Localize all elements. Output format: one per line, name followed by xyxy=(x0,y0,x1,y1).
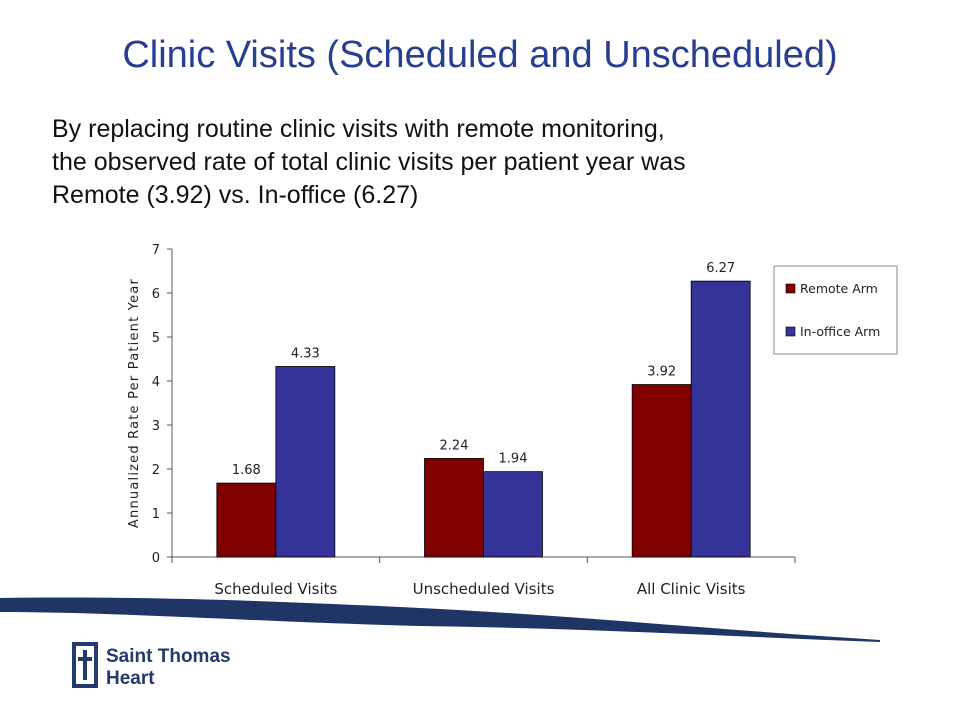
bar-in-office-arm xyxy=(483,471,543,558)
data-label: 2.24 xyxy=(440,438,469,453)
bar-remote-arm xyxy=(216,482,277,558)
slide-body-text: By replacing routine clinic visits with … xyxy=(52,113,932,212)
y-tick-label: 0 xyxy=(152,551,160,566)
y-tick-label: 5 xyxy=(152,331,160,346)
y-axis-title: Annualized Rate Per Patient Year xyxy=(127,278,142,528)
y-tick-label: 3 xyxy=(152,419,160,434)
y-tick-label: 2 xyxy=(152,463,160,478)
data-label: 6.27 xyxy=(706,261,735,276)
data-label: 3.92 xyxy=(647,365,676,380)
y-tick-label: 6 xyxy=(152,287,160,302)
x-category-label: Unscheduled Visits xyxy=(413,580,555,598)
swoosh-band-decoration xyxy=(0,597,880,642)
bar-remote-arm xyxy=(424,458,484,558)
legend-swatch xyxy=(785,326,796,337)
saint-thomas-heart-logo: Saint Thomas Heart xyxy=(72,642,231,689)
logo-text-line2: Heart xyxy=(106,668,155,689)
y-tick-label: 4 xyxy=(152,375,160,390)
x-category-label: All Clinic Visits xyxy=(637,580,746,598)
y-tick-label: 7 xyxy=(152,243,160,258)
logo-text-line1: Saint Thomas xyxy=(106,646,231,667)
body-line-1: By replacing routine clinic visits with … xyxy=(52,115,665,143)
bar-in-office-arm xyxy=(690,280,751,558)
y-tick-label: 1 xyxy=(152,507,160,522)
legend-label: In-office Arm xyxy=(800,324,880,339)
data-label: 1.94 xyxy=(499,452,528,467)
body-line-3: Remote (3.92) vs. In-office (6.27) xyxy=(52,181,419,209)
data-label: 4.33 xyxy=(291,346,320,361)
legend-swatch xyxy=(785,283,796,294)
x-category-label: Scheduled Visits xyxy=(214,580,337,598)
slide-title: Clinic Visits (Scheduled and Unscheduled… xyxy=(122,34,838,76)
legend-box xyxy=(773,265,898,355)
bar-remote-arm xyxy=(631,384,692,558)
logo-cross-vertical xyxy=(83,650,87,680)
bar-in-office-arm xyxy=(275,366,336,558)
body-line-2: the observed rate of total clinic visits… xyxy=(52,148,686,176)
logo-cross-horizontal xyxy=(78,657,92,661)
data-label: 1.68 xyxy=(232,463,261,478)
legend-label: Remote Arm xyxy=(800,281,878,296)
